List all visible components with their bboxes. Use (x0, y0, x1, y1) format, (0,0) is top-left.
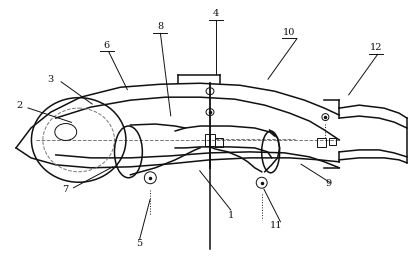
Text: 7: 7 (62, 185, 68, 194)
Text: 5: 5 (137, 240, 143, 249)
Text: 2: 2 (17, 101, 23, 110)
Text: 8: 8 (157, 22, 163, 31)
Bar (205, 134, 215, 146)
Text: 12: 12 (369, 43, 382, 52)
Text: 1: 1 (228, 211, 234, 220)
Text: 10: 10 (282, 28, 295, 37)
Text: 6: 6 (104, 41, 110, 50)
Bar (329, 138, 336, 145)
Text: 4: 4 (213, 9, 219, 18)
Text: 9: 9 (325, 179, 331, 188)
Text: 11: 11 (270, 221, 282, 230)
Text: 3: 3 (47, 75, 54, 84)
Bar (317, 138, 327, 147)
Bar (215, 138, 223, 147)
